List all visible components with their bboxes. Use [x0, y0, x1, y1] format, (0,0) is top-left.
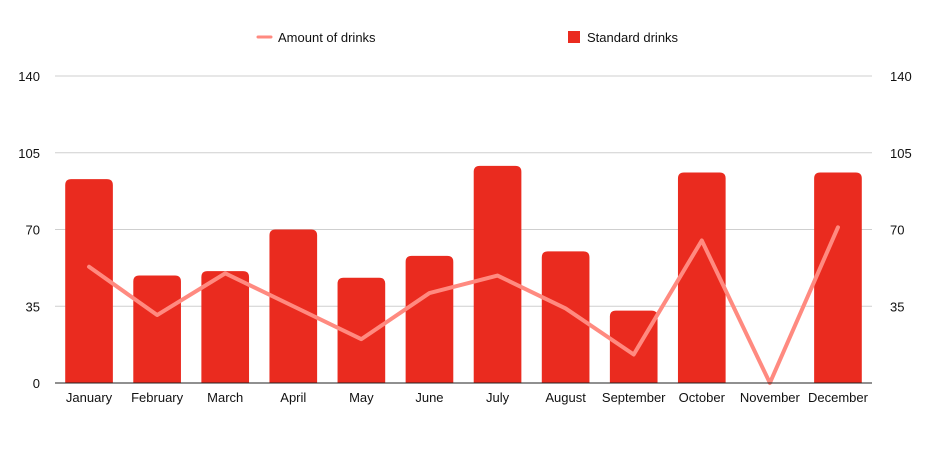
line-point [633, 353, 635, 355]
x-tick-label: December [808, 390, 869, 405]
x-tick-label: May [349, 390, 374, 405]
x-tick-label: November [740, 390, 801, 405]
y-tick-label-left: 105 [18, 146, 40, 161]
y-tick-label-right: 140 [890, 69, 912, 84]
x-tick-label: March [207, 390, 243, 405]
x-tick-label: February [131, 390, 184, 405]
x-tick-label: June [415, 390, 443, 405]
bar [201, 271, 250, 383]
y-tick-label-left: 70 [26, 223, 40, 238]
bar [814, 172, 862, 383]
bar [677, 172, 726, 383]
y-tick-label-right: 35 [890, 299, 904, 314]
bar [337, 277, 386, 383]
line-point [428, 292, 430, 294]
bar [405, 255, 454, 383]
y-tick-label-left: 140 [18, 69, 40, 84]
bar [541, 251, 590, 383]
y-tick-label-left: 0 [33, 376, 40, 391]
y-tick-label-left: 35 [26, 299, 40, 314]
bar [65, 179, 113, 383]
line-point [88, 266, 90, 268]
line-point [497, 275, 499, 277]
line-point [156, 314, 158, 316]
bars [65, 165, 862, 383]
grid [55, 75, 872, 307]
y-tick-label-right: 105 [890, 146, 912, 161]
line-series [87, 225, 840, 385]
line-point [360, 338, 362, 340]
legend-label-amount-of-drinks: Amount of drinks [278, 30, 376, 45]
line-point [565, 307, 567, 309]
x-tick-label: October [679, 390, 726, 405]
line-point [837, 226, 839, 228]
x-tick-label: August [545, 390, 586, 405]
x-tick-label: April [280, 390, 306, 405]
line-amount-of-drinks [87, 225, 840, 385]
bar [133, 275, 181, 383]
axes: 0 35 70 105 140 35 70 105 140 January February Marc… [18, 69, 911, 405]
x-tick-label: January [66, 390, 113, 405]
legend: Amount of drinks Standard drinks [256, 30, 679, 45]
line-point [224, 272, 226, 274]
legend-label-standard-drinks: Standard drinks [587, 30, 679, 45]
x-tick-label: July [486, 390, 510, 405]
x-tick-label: September [602, 390, 666, 405]
bar [609, 310, 658, 383]
y-tick-label-right: 70 [890, 223, 904, 238]
line-point [701, 239, 703, 241]
line-point [292, 305, 294, 307]
legend-bar-swatch [568, 31, 580, 43]
